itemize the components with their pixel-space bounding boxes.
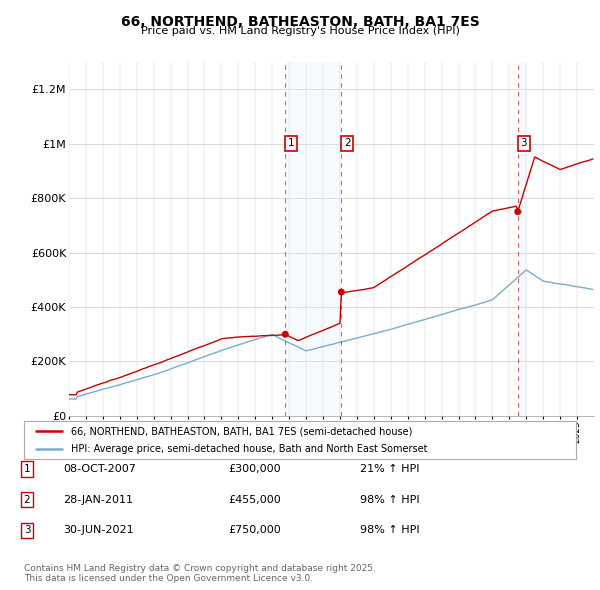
Text: 30-JUN-2021: 30-JUN-2021 bbox=[63, 526, 134, 535]
Text: 98% ↑ HPI: 98% ↑ HPI bbox=[360, 495, 419, 504]
Bar bbox=[285, 62, 341, 416]
Text: 3: 3 bbox=[23, 526, 31, 535]
Text: 1: 1 bbox=[288, 139, 295, 148]
Point bbox=[337, 287, 346, 297]
Text: 98% ↑ HPI: 98% ↑ HPI bbox=[360, 526, 419, 535]
Text: 21% ↑ HPI: 21% ↑ HPI bbox=[360, 464, 419, 474]
Text: 2: 2 bbox=[344, 139, 350, 148]
Point bbox=[513, 207, 523, 217]
Text: 28-JAN-2011: 28-JAN-2011 bbox=[63, 495, 133, 504]
Point bbox=[280, 330, 290, 339]
Text: £750,000: £750,000 bbox=[228, 526, 281, 535]
Text: HPI: Average price, semi-detached house, Bath and North East Somerset: HPI: Average price, semi-detached house,… bbox=[71, 444, 427, 454]
Text: 2: 2 bbox=[23, 495, 31, 504]
Text: £455,000: £455,000 bbox=[228, 495, 281, 504]
Text: 3: 3 bbox=[520, 139, 527, 148]
Text: 66, NORTHEND, BATHEASTON, BATH, BA1 7ES (semi-detached house): 66, NORTHEND, BATHEASTON, BATH, BA1 7ES … bbox=[71, 426, 412, 436]
Text: Price paid vs. HM Land Registry's House Price Index (HPI): Price paid vs. HM Land Registry's House … bbox=[140, 26, 460, 36]
FancyBboxPatch shape bbox=[24, 421, 576, 459]
Text: Contains HM Land Registry data © Crown copyright and database right 2025.
This d: Contains HM Land Registry data © Crown c… bbox=[24, 563, 376, 583]
Text: 66, NORTHEND, BATHEASTON, BATH, BA1 7ES: 66, NORTHEND, BATHEASTON, BATH, BA1 7ES bbox=[121, 15, 479, 29]
Text: £300,000: £300,000 bbox=[228, 464, 281, 474]
Bar bbox=[518, 62, 528, 416]
Text: 08-OCT-2007: 08-OCT-2007 bbox=[63, 464, 136, 474]
Text: 1: 1 bbox=[23, 464, 31, 474]
